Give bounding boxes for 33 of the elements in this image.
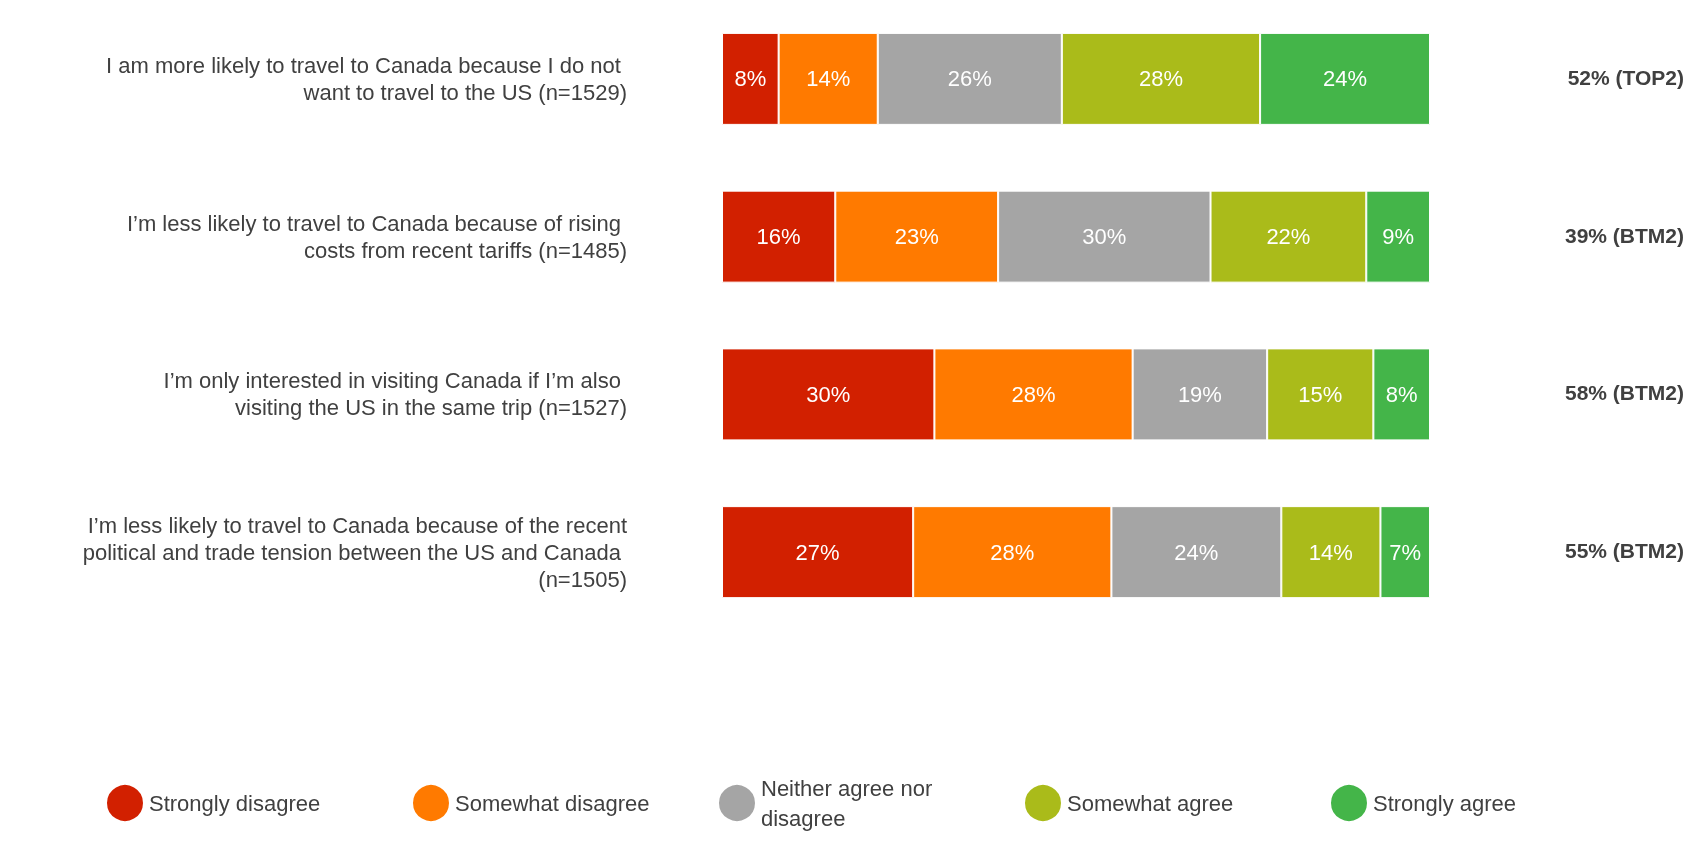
text: 39% (BTM2) bbox=[1564, 223, 1685, 247]
data-label: 7% bbox=[1389, 539, 1422, 565]
text: 58% (BTM2) bbox=[1564, 381, 1685, 405]
data-label: 24% bbox=[1174, 539, 1219, 565]
y-tick-label: I’m less likely to travel to Canada because of the recent political and trade tension between the US and Canada (n=1505) bbox=[76, 512, 627, 592]
legend-label: Neither agree nor disagree bbox=[761, 775, 939, 831]
data-label: 9% bbox=[1382, 224, 1415, 250]
y-tick-label: I’m only interested in visiting Canada if I’m also visiting the US in the same trip (n=1527) bbox=[163, 368, 627, 421]
data-label: 16% bbox=[756, 224, 801, 250]
text: 55% (BTM2) bbox=[1564, 539, 1685, 563]
data-label: 30% bbox=[1082, 224, 1127, 250]
legend-label: Strongly disagree bbox=[149, 790, 321, 816]
legend-label: Somewhat disagree bbox=[455, 790, 650, 816]
data-label: 14% bbox=[806, 66, 851, 92]
data-label: 28% bbox=[1138, 66, 1183, 92]
data-label: 30% bbox=[806, 381, 851, 407]
text: 52% (TOP2) bbox=[1567, 65, 1685, 89]
data-label: 28% bbox=[1011, 381, 1056, 407]
legend-label: Strongly agree bbox=[1373, 790, 1517, 816]
data-label: 8% bbox=[1385, 381, 1418, 407]
data-label: 23% bbox=[894, 224, 939, 250]
legend-label: Somewhat agree bbox=[1067, 790, 1234, 816]
data-label: 27% bbox=[795, 539, 840, 565]
data-label: 26% bbox=[947, 66, 992, 92]
data-label: 22% bbox=[1266, 224, 1311, 250]
data-label: 24% bbox=[1323, 66, 1368, 92]
y-tick-label: I am more likely to travel to Canada because I do not want to travel to the US (n=1529) bbox=[106, 52, 627, 105]
y-tick-label: I’m less likely to travel to Canada because of rising costs from recent tariffs (n=1485) bbox=[126, 210, 627, 263]
data-label: 19% bbox=[1177, 381, 1222, 407]
data-label: 8% bbox=[734, 66, 767, 92]
data-label: 28% bbox=[990, 539, 1035, 565]
data-label: 14% bbox=[1308, 539, 1353, 565]
data-label: 15% bbox=[1298, 381, 1343, 407]
